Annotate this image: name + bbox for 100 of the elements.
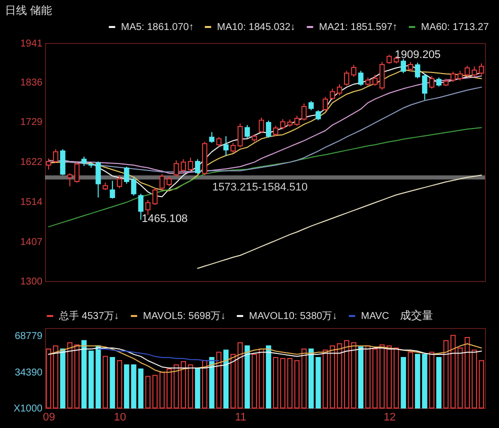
bar [188,364,194,408]
bar [145,376,151,408]
bar [116,360,122,408]
text: 成交量 [400,309,433,322]
line-series [48,343,482,373]
bar [223,350,229,408]
candlestick [116,174,122,189]
bar [443,340,449,408]
y-tick-label: 68779 [14,331,43,342]
candlestick [159,174,165,191]
bar [358,346,364,408]
candlestick [414,62,420,79]
candlestick [216,136,222,148]
bar [102,356,108,408]
bar [351,342,356,408]
x-tick-label: 12 [384,412,396,424]
candlestick [166,176,172,187]
bar [46,348,52,408]
candlestick [60,148,66,176]
bar [110,356,116,408]
bar [258,348,264,408]
candlestick [400,58,406,74]
bar [414,354,420,408]
candlestick [372,74,378,86]
bar [478,360,484,408]
bar [436,356,442,408]
candlestick [131,176,136,196]
bar [194,368,200,408]
candlestick [294,115,300,126]
x-tick-label: 11 [234,412,246,424]
candlestick [230,142,236,154]
y-tick-label: 1941 [20,38,43,50]
bar [244,345,250,408]
candlestick [336,84,342,96]
chart-title: 日线 储能 [5,4,52,17]
bar [180,361,186,408]
y-tick-label: 34390 [14,367,43,378]
band-label: 1573.215-1584.510 [212,182,308,194]
y-tick-label: 1622 [20,156,43,168]
bar [429,352,434,408]
x-tick-label: 09 [42,412,56,424]
legend-label: MA10: 1845.032↓ [217,22,296,33]
bar [209,356,214,408]
candlestick [53,148,58,164]
bar [450,334,456,408]
y-tick-label: 1300 [20,276,43,288]
legend-label: MAVOL5: 5698万↓ [143,311,226,322]
x-tick-label: 10 [114,412,126,424]
legend-label: MA5: 1861.070↑ [121,22,194,33]
bar [408,352,414,408]
y-tick-label: 1836 [20,77,43,88]
y-tick-label: 1729 [20,117,43,128]
annotation: 1909.205 [394,48,441,61]
candlestick [351,64,356,78]
candlestick [330,88,336,100]
candlestick [238,123,243,148]
line-series [98,348,220,362]
candlestick [478,62,484,76]
bar [230,354,236,408]
bar [330,345,336,408]
candlestick [209,132,214,144]
candlestick [301,103,307,122]
candlestick [67,172,72,187]
candlestick [81,156,87,166]
legend-label: MA60: 1713.27 [421,22,490,33]
bar [60,348,66,408]
candlestick [308,100,314,111]
y-tick-label: X1000 [14,404,43,414]
candlestick [188,157,194,172]
candlestick [408,61,414,72]
bar [301,348,307,408]
candlestick [110,180,116,200]
candlestick [450,71,456,82]
candlestick [180,158,186,174]
legend-label: 总手 4537万↓ [58,310,120,322]
bar [124,364,130,408]
bar [152,374,158,408]
candlestick [429,76,434,90]
legend-label: MA21: 1851.597↑ [319,22,398,33]
candlestick [194,158,200,175]
bar [400,356,406,408]
candlestick [316,110,321,121]
candlestick [124,166,130,184]
candlestick [244,124,250,139]
candlestick [174,160,179,178]
annotation: 1465.108 [142,213,188,226]
bar [266,345,272,408]
line-series [197,174,482,269]
candlestick [74,162,80,184]
bar [252,354,257,408]
candlestick [152,186,158,206]
bar [336,343,342,408]
bar [202,360,208,408]
candlestick [358,70,364,86]
bar [238,342,243,408]
bar [344,340,350,408]
candlestick [422,73,428,100]
candlestick [138,193,144,220]
bar [159,372,165,408]
bar [372,348,378,408]
